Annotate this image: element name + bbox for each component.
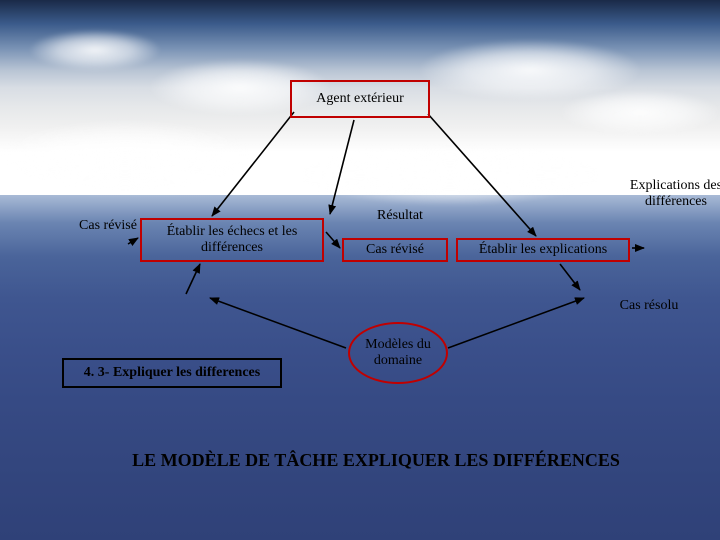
- section-title-label: 4. 3- Expliquer les differences: [84, 365, 260, 381]
- node-label: Agent extérieur: [316, 91, 403, 107]
- label-cas-revise-left: Cas révisé: [78, 218, 138, 234]
- node-label: Cas révisé: [366, 242, 424, 258]
- node-modeles-domaine: Modèles du domaine: [348, 322, 448, 384]
- slide-stage: Agent extérieur Établir les échecs et le…: [0, 0, 720, 540]
- label-explications-diff: Explications des différences: [628, 178, 720, 210]
- node-label: Établir les échecs et les différences: [148, 224, 316, 256]
- cloud: [30, 30, 160, 70]
- label-cas-resolu: Cas résolu: [614, 298, 684, 314]
- node-cas-revise: Cas révisé: [342, 238, 448, 262]
- node-agent-exterieur: Agent extérieur: [290, 80, 430, 118]
- section-title-box: 4. 3- Expliquer les differences: [62, 358, 282, 388]
- node-etablir-echecs-differences: Établir les échecs et les différences: [140, 218, 324, 262]
- node-label: Établir les explications: [479, 242, 607, 258]
- node-label: Modèles du domaine: [360, 337, 436, 369]
- cloud-stripe: [0, 178, 300, 192]
- node-etablir-explications: Établir les explications: [456, 238, 630, 262]
- main-title: LE MODÈLE DE TÂCHE EXPLIQUER LES DIFFÉRE…: [126, 450, 626, 471]
- cloud: [560, 90, 720, 135]
- label-resultat: Résultat: [360, 208, 440, 224]
